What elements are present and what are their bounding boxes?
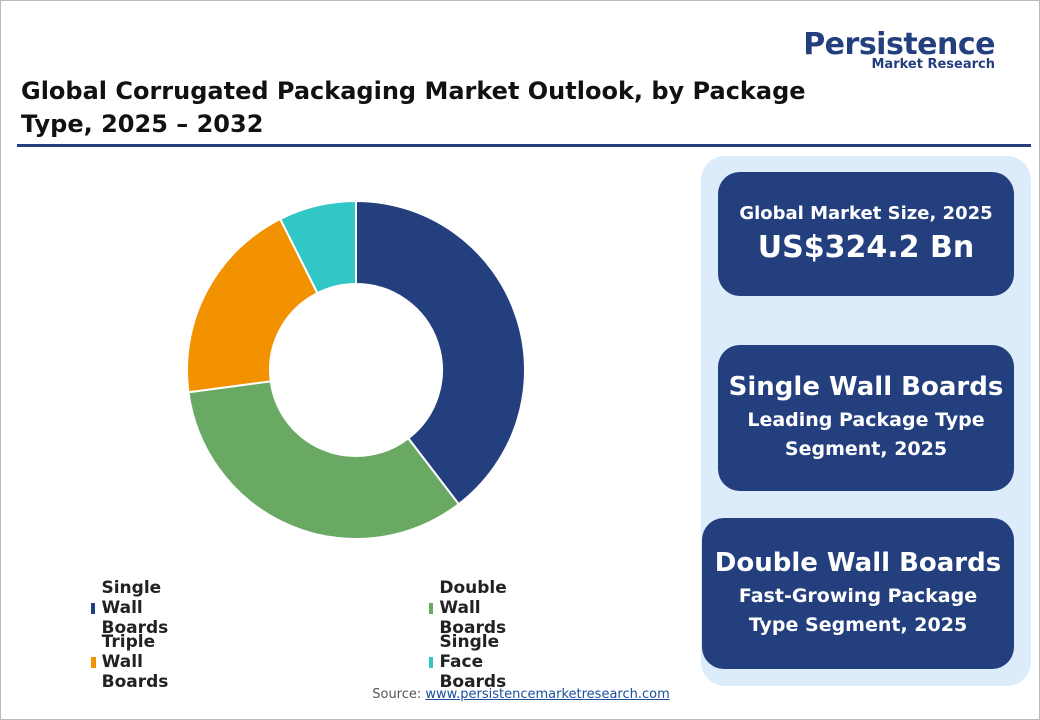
highlight-text: Fast-Growing Package Type Segment, 2025 [738,584,978,636]
legend-item: Double Wall Boards [429,578,513,638]
legend-item: Triple Wall Boards [91,632,175,692]
highlight-heading: Single Wall Boards [728,372,1004,402]
highlight-heading: Double Wall Boards [714,547,1002,578]
highlight-text: Leading Package Type Segment, 2025 [747,409,985,460]
highlight-heading: Global Market Size, 2025 [739,203,993,224]
slice [186,217,319,394]
legend-swatch [429,656,434,668]
source-label: Source: [372,687,422,702]
chart-title: Global Corrugated Packaging Market Outlo… [21,77,806,138]
highlight-box: Double Wall Boards Fast-Growing Package … [702,518,1014,669]
legend-label: Single Face Boards [439,632,507,692]
slice [355,199,526,506]
legend-swatch [429,602,434,614]
legend-label: Triple Wall Boards [101,632,169,692]
legend-swatch [91,602,96,614]
chart [186,199,526,540]
highlight-box: Single Wall Boards Leading Package Type … [718,345,1014,491]
source-link[interactable]: www.persistencemarketresearch.com [425,687,670,702]
legend-label: Single Wall Boards [101,578,169,638]
legend-label: Double Wall Boards [439,578,507,638]
legend-item: Single Wall Boards [91,578,175,638]
slice [187,380,461,540]
highlight-value: US$324.2 Bn [757,230,975,265]
slice [278,199,357,295]
logo-name: Persistence [803,27,995,62]
source: Source: www.persistencemarketresearch.co… [1,687,1039,702]
legend-item: Single Face Boards [429,632,513,692]
logo-tagline: Market Research [871,57,996,72]
logo: Persistence Market Research [803,27,996,73]
title-rule [17,144,1031,147]
highlight-box: Global Market Size, 2025 US$324.2 Bn [718,172,1014,296]
legend-swatch [91,656,96,668]
